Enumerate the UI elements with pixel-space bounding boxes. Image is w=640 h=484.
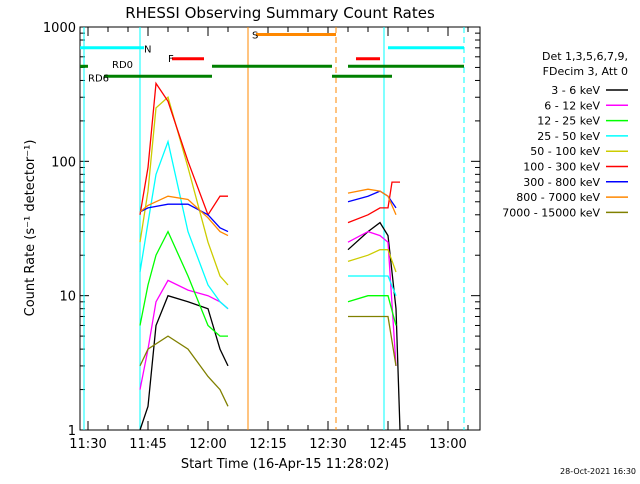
legend-entry-label: 50 - 100 keV: [530, 145, 600, 158]
series-line-9: [348, 315, 397, 367]
state-label: RD6: [88, 74, 109, 85]
chart-title: RHESSI Observing Summary Count Rates: [125, 4, 435, 22]
y-tick-label: 10: [59, 290, 76, 305]
series-line-3: [139, 230, 228, 337]
x-tick-label: 12:15: [249, 437, 286, 452]
series-line-3: [347, 295, 397, 326]
legend-entry-label: 3 - 6 keV: [551, 84, 600, 97]
series-line-2: [139, 279, 229, 390]
legend-header-line: Det 1,3,5,6,7,9,: [542, 50, 628, 63]
series-line-6: [139, 81, 228, 217]
series-line-4: [348, 275, 397, 296]
series-line-8: [347, 188, 397, 216]
series-line-7: [139, 203, 229, 233]
x-tick-label: 11:45: [129, 437, 166, 452]
legend: Det 1,3,5,6,7,9, FDecim 3, Att 0 3 - 6 keV…: [502, 50, 628, 219]
timestamp-label: 28-Oct-2021 16:30: [560, 467, 636, 476]
legend-header-line: FDecim 3, Att 0: [543, 65, 628, 78]
series-line-1: [347, 221, 401, 431]
state-label: S: [252, 30, 258, 41]
plot-area: 1 10 100 1000 11:30 11:45 12:00 12:15 12:30 12:45…: [43, 21, 481, 452]
y-tick-label: 1: [68, 424, 76, 439]
series-line-5: [347, 249, 397, 273]
x-tick-label: 12:30: [309, 437, 346, 452]
y-tick-label: 1000: [43, 21, 76, 36]
legend-entry-label: 25 - 50 keV: [537, 130, 600, 143]
plot-frame: [79, 26, 481, 431]
series-line-4: [139, 139, 229, 310]
legend-entry-label: 300 - 800 keV: [523, 176, 600, 189]
x-axis-label: Start Time (16-Apr-15 11:28:02): [181, 457, 389, 472]
x-tick-label: 13:00: [429, 437, 466, 452]
series-line-6: [347, 181, 400, 224]
legend-entry-label: 12 - 25 keV: [537, 115, 600, 128]
legend-entry-label: 100 - 300 keV: [523, 161, 600, 174]
x-tick-label: 11:30: [69, 437, 106, 452]
legend-entry-label: 7000 - 15000 keV: [502, 206, 600, 219]
legend-entry-label: 800 - 7000 keV: [516, 191, 600, 204]
series-line-8: [139, 195, 229, 237]
y-axis-label: Count Rate (s⁻¹ detector⁻¹): [23, 140, 38, 317]
legend-entry-label: 6 - 12 keV: [544, 99, 600, 112]
state-label: F: [168, 54, 174, 65]
state-label: RD0: [112, 60, 133, 71]
state-label: N: [144, 45, 151, 56]
x-tick-label: 12:45: [369, 437, 406, 452]
series-line-9: [139, 335, 229, 407]
series-line-1: [139, 294, 229, 431]
x-tick-label: 12:00: [189, 437, 226, 452]
y-tick-label: 100: [51, 155, 76, 170]
